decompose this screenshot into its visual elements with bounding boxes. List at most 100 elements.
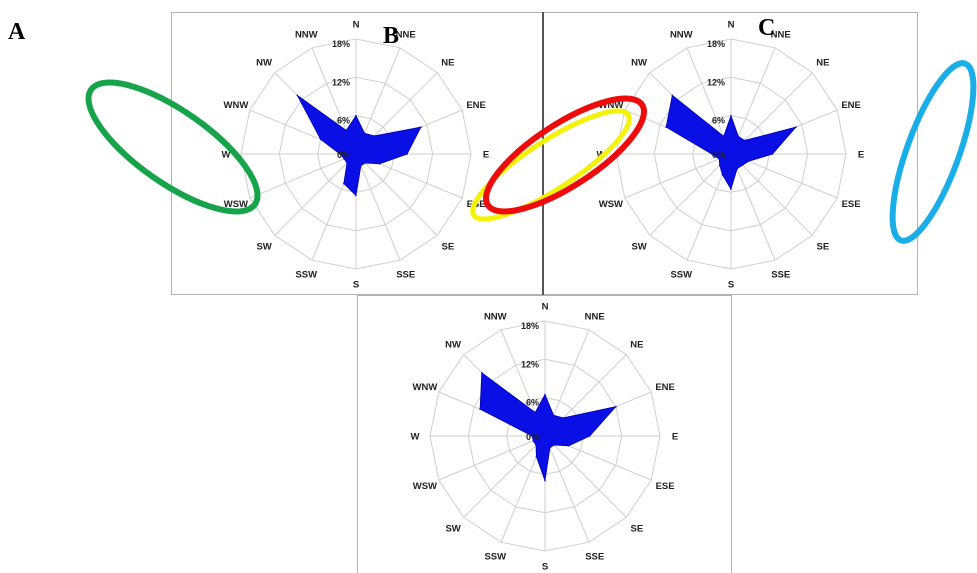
data-point-nw [671, 94, 674, 97]
data-point-ssw [535, 455, 538, 458]
direction-label-w: W [222, 150, 231, 161]
direction-label-nnw: NNW [670, 29, 693, 40]
data-point-e [406, 153, 408, 155]
ring-label: 6% [337, 116, 350, 126]
data-point-se [364, 162, 366, 164]
direction-label-s: S [542, 562, 548, 573]
direction-label-wnw: WNW [413, 382, 438, 393]
direction-label-nw: NW [256, 58, 272, 69]
data-point-sw [718, 164, 721, 167]
wind-rose-1: 0%6%12%18%NNNENEENEEESESESSESSSWSWWSWWWN… [222, 20, 490, 291]
data-point-nw [296, 94, 299, 97]
grid-spoke [249, 153, 357, 199]
data-point-sw [535, 444, 537, 446]
direction-label-nnw: NNW [295, 29, 318, 40]
direction-label-sse: SSE [396, 270, 415, 281]
direction-label-ne: NE [816, 58, 829, 69]
data-point-ne [373, 135, 375, 137]
direction-label-sw: SW [445, 523, 460, 534]
data-point-se [553, 444, 555, 446]
data-point-ne [743, 139, 746, 142]
panel-letter-c: C [758, 15, 776, 41]
direction-label-sw: SW [631, 241, 646, 252]
data-point-w [339, 153, 341, 155]
direction-label-wnw: WNW [599, 100, 624, 111]
data-point-nne [737, 135, 740, 138]
data-point-nw [481, 372, 483, 374]
direction-label-wsw: WSW [413, 481, 437, 492]
direction-label-ne: NE [441, 58, 454, 69]
data-point-ene [615, 405, 617, 408]
highlight-ellipse [85, 79, 261, 215]
direction-label-s: S [728, 280, 734, 291]
data-point-ne [562, 417, 564, 419]
data-point-n [355, 114, 357, 117]
ring-label: 0% [337, 150, 350, 160]
direction-label-ssw: SSW [670, 270, 692, 281]
direction-label-ene: ENE [655, 382, 675, 393]
direction-label-ssw: SSW [484, 552, 506, 563]
direction-label-ne: NE [630, 340, 643, 351]
grid-spoke [438, 435, 546, 481]
ring-label: 18% [707, 39, 725, 49]
data-point-s [730, 188, 732, 190]
data-point-e [588, 435, 591, 437]
data-point-sse [549, 447, 551, 449]
grid-spoke [730, 153, 776, 261]
ring-label: 18% [332, 39, 350, 49]
data-point-w [531, 435, 533, 437]
ring-label: 12% [332, 77, 350, 87]
direction-label-ese: ESE [842, 199, 861, 210]
direction-label-n: N [542, 302, 549, 313]
data-point-nne [363, 132, 366, 135]
direction-label-ssw: SSW [295, 270, 317, 281]
grid-spoke [649, 153, 732, 236]
data-point-wsw [532, 440, 534, 442]
direction-label-nnw: NNW [484, 311, 507, 322]
data-point-sse [360, 165, 362, 167]
direction-label-wnw: WNW [224, 100, 249, 111]
wind-rose-3: 0% 6% 12% 18%N NNE NE ENE E ESE SE SSE S SSW SW WSW W WN… [411, 302, 679, 573]
grid-spoke [544, 435, 590, 543]
ring-label: 18% [521, 321, 539, 331]
grid-spoke [463, 435, 546, 518]
data-point-ene [795, 126, 797, 128]
direction-label-sw: SW [256, 241, 271, 252]
direction-label-nw: NW [445, 340, 461, 351]
data-point-wnw [479, 408, 481, 410]
data-point-nnw [345, 129, 348, 132]
grid-spoke [355, 153, 438, 236]
data-point-s [544, 479, 546, 482]
panel-divider [542, 12, 544, 295]
direction-label-nne: NNE [396, 29, 416, 40]
ring-label: 12% [521, 359, 539, 369]
panel-letter-b: B [383, 23, 400, 49]
direction-label-s: S [353, 280, 359, 291]
data-point-ese [567, 445, 570, 447]
ring-label: 0% [526, 432, 539, 442]
direction-label-ene: ENE [466, 100, 486, 111]
data-point-nne [552, 414, 555, 417]
direction-label-wsw: WSW [224, 199, 248, 210]
data-point-wnw [319, 138, 322, 141]
direction-label-e: E [858, 150, 864, 161]
data-point-se [741, 164, 744, 167]
direction-label-e: E [483, 150, 489, 161]
data-point-nnw [534, 411, 536, 414]
direction-label-wsw: WSW [599, 199, 623, 210]
direction-label-nne: NNE [771, 29, 791, 40]
data-point-sw [346, 162, 348, 164]
highlight-ellipse [483, 95, 647, 215]
grid-spoke [624, 153, 732, 199]
direction-label-se: SE [817, 241, 830, 252]
data-point-sse [736, 168, 738, 170]
data-point-wsw [343, 158, 346, 160]
highlight-ellipse [470, 108, 632, 222]
data-point-wnw [665, 126, 667, 128]
data-point-ese [747, 160, 750, 163]
direction-label-sse: SSE [771, 270, 790, 281]
ring-label: 6% [526, 398, 539, 408]
direction-label-ene: ENE [841, 100, 861, 111]
